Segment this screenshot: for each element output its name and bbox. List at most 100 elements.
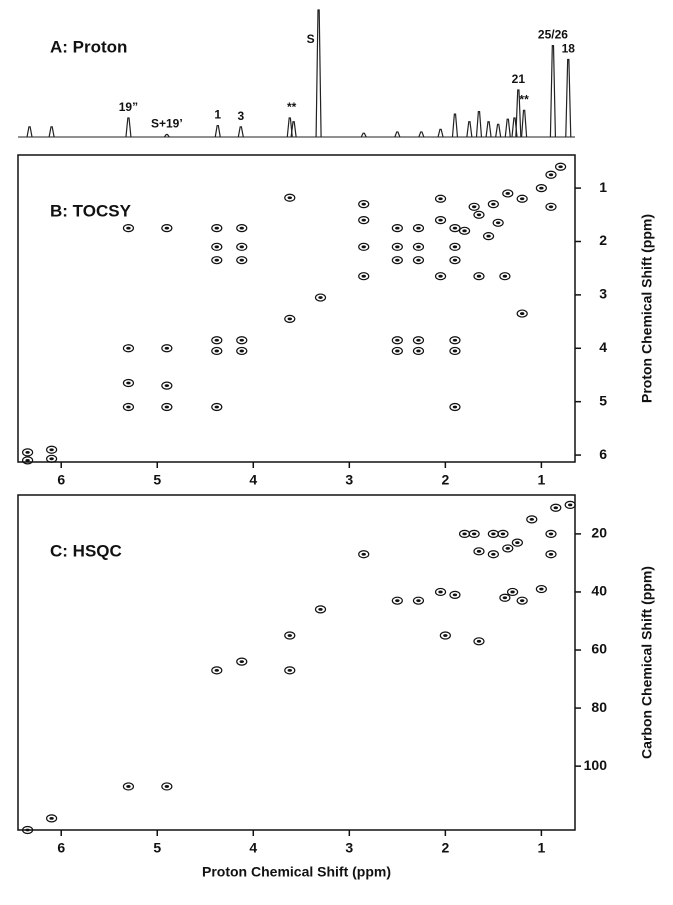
cross-peak	[236, 242, 248, 251]
contour-ring	[46, 814, 58, 823]
cross-peak	[434, 216, 447, 225]
y-tick-label: 4	[599, 339, 607, 355]
contour-ring	[46, 445, 58, 454]
cross-peak	[314, 605, 327, 614]
y-tick-label: 1	[599, 179, 607, 195]
cross-peak	[122, 782, 135, 791]
spectrum-peak	[549, 44, 557, 138]
contour-ring	[314, 293, 327, 302]
contour-core	[214, 258, 219, 262]
contour-ring	[434, 194, 447, 203]
cross-peak	[449, 224, 461, 233]
cross-peak	[284, 666, 296, 675]
contour-core	[462, 532, 467, 536]
cross-peak	[499, 272, 511, 281]
cross-peak	[122, 378, 135, 388]
cross-peak	[439, 631, 451, 640]
contour-ring	[458, 226, 471, 235]
cross-peak	[122, 402, 135, 412]
contour-core	[239, 338, 244, 342]
cross-peak	[161, 782, 173, 791]
contour-core	[287, 317, 292, 321]
contour-ring	[499, 272, 511, 281]
contour-core	[515, 541, 520, 545]
contour-ring	[161, 224, 173, 233]
contour-ring	[122, 378, 135, 388]
contour-core	[502, 274, 508, 278]
contour-core	[476, 549, 482, 553]
contour-ring	[449, 336, 461, 345]
contour-ring	[284, 666, 296, 675]
cross-peak	[211, 336, 223, 345]
contour-ring	[434, 272, 447, 281]
spectrum-peak	[515, 89, 522, 138]
contour-core	[438, 274, 443, 278]
spectrum-peak	[163, 133, 170, 138]
spectrum-peak	[475, 111, 483, 138]
cross-peak	[458, 226, 471, 235]
contour-core	[443, 634, 448, 637]
cross-peak	[211, 346, 223, 356]
cross-peak	[511, 538, 523, 547]
y-tick-label: 5	[599, 392, 607, 408]
contour-ring	[502, 189, 514, 198]
spectrum-peak	[125, 117, 132, 138]
contour-core	[287, 668, 292, 672]
cross-peak	[468, 529, 480, 538]
contour-core	[505, 192, 510, 195]
contour-core	[395, 338, 400, 342]
contour-core	[416, 245, 421, 249]
contour-core	[486, 234, 491, 238]
cross-peak	[545, 529, 557, 538]
contour-core	[214, 405, 219, 409]
contour-core	[476, 639, 482, 643]
contour-core	[491, 552, 496, 556]
contour-core	[361, 245, 366, 249]
cross-peak	[449, 242, 461, 251]
contour-ring	[211, 666, 223, 675]
contour-core	[416, 349, 421, 353]
peak-label: **	[519, 93, 529, 107]
contour-core	[452, 258, 458, 262]
cross-peak	[236, 224, 248, 233]
contour-ring	[211, 346, 223, 356]
contour-ring	[468, 202, 480, 211]
spectrum-peak	[48, 126, 55, 138]
spectrum-peak	[565, 58, 572, 138]
cross-peak	[516, 596, 528, 605]
contour-core	[164, 405, 170, 409]
cross-peak	[412, 256, 425, 265]
cross-peak	[391, 336, 403, 345]
x-tick-label: 2	[441, 472, 449, 488]
contour-ring	[535, 184, 547, 193]
spectrum-peak	[26, 126, 33, 138]
contour-ring	[22, 448, 34, 457]
contour-ring	[412, 256, 425, 265]
contour-core	[548, 532, 554, 536]
contour-ring	[161, 782, 173, 791]
x-tick-label: 6	[57, 472, 65, 488]
contour-core	[214, 338, 219, 342]
contour-ring	[236, 224, 248, 233]
contour-core	[553, 506, 558, 510]
contour-core	[49, 448, 54, 452]
cross-peak	[211, 666, 223, 675]
contour-core	[49, 457, 54, 461]
contour-ring	[236, 346, 248, 356]
cross-peak	[358, 242, 370, 251]
cross-peak	[161, 381, 173, 390]
cross-peak	[449, 346, 461, 356]
contour-core	[548, 205, 554, 209]
cross-peak	[284, 314, 296, 324]
contour-core	[214, 668, 219, 672]
contour-ring	[161, 344, 173, 353]
x-tick-label: 1	[537, 472, 545, 488]
contour-ring	[391, 346, 403, 356]
contour-ring	[358, 550, 370, 559]
contour-ring	[391, 256, 403, 265]
contour-core	[452, 226, 458, 230]
contour-core	[395, 226, 400, 230]
peak-label: S+19’	[151, 117, 183, 131]
